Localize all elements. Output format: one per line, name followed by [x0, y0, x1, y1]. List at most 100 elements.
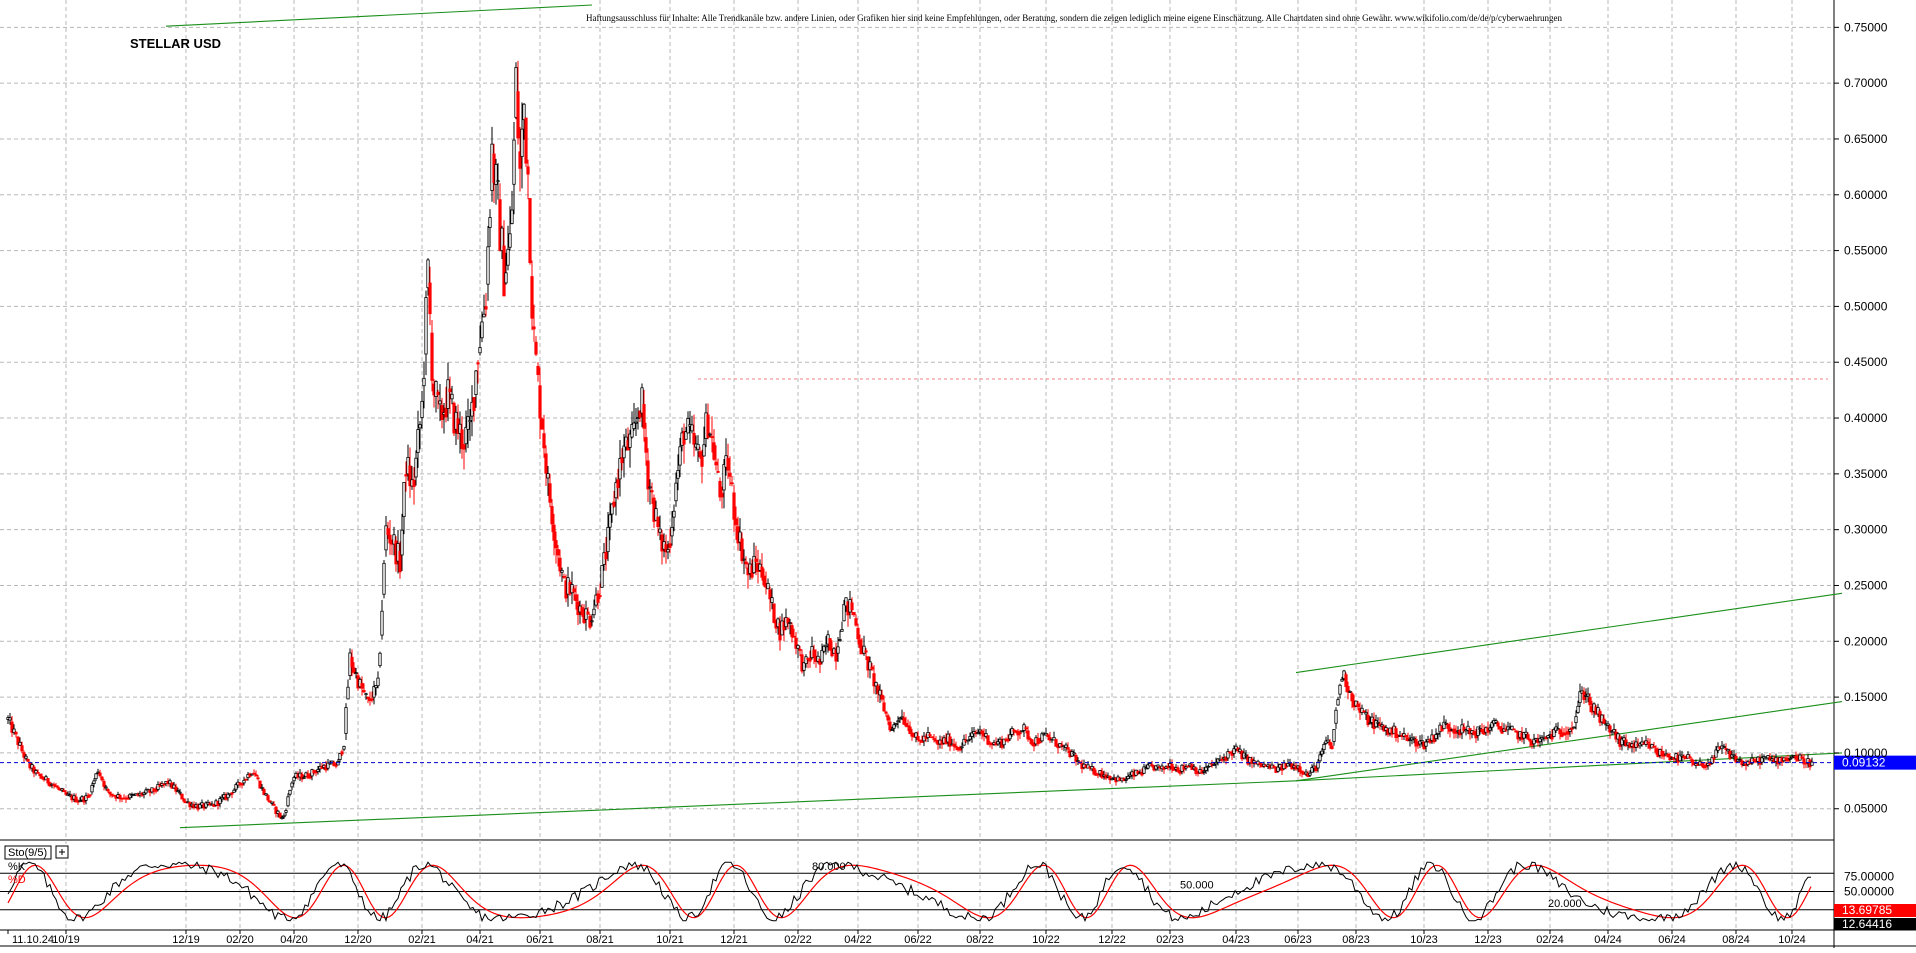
candle-body [788, 622, 792, 624]
candle-body [1226, 751, 1230, 759]
candle-body [388, 534, 392, 544]
candle-body [1788, 758, 1792, 760]
candle-body [1356, 703, 1360, 708]
candle-body [1714, 749, 1718, 758]
candle-body [78, 800, 82, 803]
candle-body [1326, 739, 1330, 743]
candle-body [1334, 709, 1338, 724]
candle-body [592, 608, 596, 616]
candle-body [218, 798, 222, 805]
disclaimer-text: Haftungsausschluss für Inhalte: Alle Tre… [586, 13, 1563, 23]
candle-body [280, 817, 284, 819]
candle-body [986, 735, 990, 745]
current-price-label: 0.09132 [1842, 756, 1886, 770]
candle-body [92, 780, 96, 784]
candle-body [1176, 767, 1180, 772]
stoch-d-value-box [1834, 918, 1916, 930]
candle-body [1654, 748, 1658, 753]
candle-body [20, 745, 24, 752]
price-tick-label: 0.65000 [1844, 132, 1888, 146]
candle-body [1394, 728, 1398, 739]
time-tick-label: 08/24 [1722, 934, 1750, 946]
candle-body [1276, 766, 1280, 772]
candle-body [254, 774, 258, 777]
candle-body [1558, 729, 1562, 735]
candle-body [580, 607, 584, 616]
candle-body [1710, 757, 1714, 764]
candle-body [486, 246, 490, 285]
candle-body [22, 752, 26, 758]
candle-body [38, 773, 42, 777]
trendline [1295, 752, 1843, 782]
candle-body [1020, 730, 1024, 733]
candle-body [628, 433, 632, 448]
candle-body [128, 793, 132, 799]
candle-body [1108, 775, 1112, 781]
candle-body [1154, 765, 1158, 770]
candle-body [690, 424, 694, 432]
candle-body [1690, 759, 1694, 763]
candle-body [632, 422, 636, 429]
price-tick-label: 0.45000 [1844, 355, 1888, 369]
candle-body [94, 773, 98, 780]
time-tick-label: 06/24 [1658, 934, 1686, 946]
candle-body [342, 746, 346, 750]
candle-body [590, 620, 594, 623]
candle-body [1366, 714, 1370, 726]
time-tick-label: 10/23 [1410, 934, 1438, 946]
candle-body [426, 259, 430, 289]
candle-body [892, 724, 896, 729]
candle-body [752, 555, 756, 574]
candle-body [906, 725, 910, 728]
candle-body [338, 753, 342, 760]
candle-body [1568, 728, 1572, 732]
candle-body [1462, 726, 1466, 732]
candle-body [1404, 734, 1408, 738]
candle-body [1032, 742, 1036, 747]
candle-body [896, 720, 900, 723]
candle-body [708, 433, 712, 436]
candle-body [1026, 730, 1030, 740]
candle-body [180, 793, 184, 800]
candle-body [816, 655, 820, 662]
candle-body [640, 387, 644, 414]
candle-body [894, 723, 898, 725]
candle-body [532, 326, 536, 330]
candle-body [876, 685, 880, 694]
candle-body [448, 388, 452, 393]
candle-body [744, 561, 748, 565]
candle-body [1298, 766, 1302, 773]
candle-body [1414, 739, 1418, 747]
price-tick-label: 0.30000 [1844, 523, 1888, 537]
candle-body [102, 781, 106, 787]
candle-body [768, 589, 772, 600]
candle-body [1328, 741, 1332, 746]
candle-body [1482, 730, 1486, 735]
candle-body [524, 117, 528, 164]
candle-body [1364, 711, 1368, 715]
candle-body [870, 666, 874, 670]
candle-body [558, 557, 562, 572]
candle-body [1402, 733, 1406, 737]
candle-body [696, 443, 700, 450]
candle-body [574, 594, 578, 601]
candle-body [1036, 738, 1040, 745]
candle-body [380, 610, 384, 636]
candle-body [412, 479, 416, 487]
time-tick-label: 08/22 [966, 934, 994, 946]
candle-body [510, 209, 514, 224]
candle-body [1272, 766, 1276, 768]
candle-body [332, 762, 336, 767]
candle-body [422, 377, 426, 387]
candle-body [1562, 733, 1566, 736]
candle-body [552, 524, 556, 541]
candle-body [618, 458, 622, 480]
candle-body [650, 490, 654, 493]
candle-body [560, 569, 564, 573]
candle-body [1124, 779, 1128, 781]
candle-body [910, 732, 914, 737]
candle-body [702, 444, 706, 457]
candle-body [24, 755, 28, 759]
price-tick-label: 0.55000 [1844, 244, 1888, 258]
